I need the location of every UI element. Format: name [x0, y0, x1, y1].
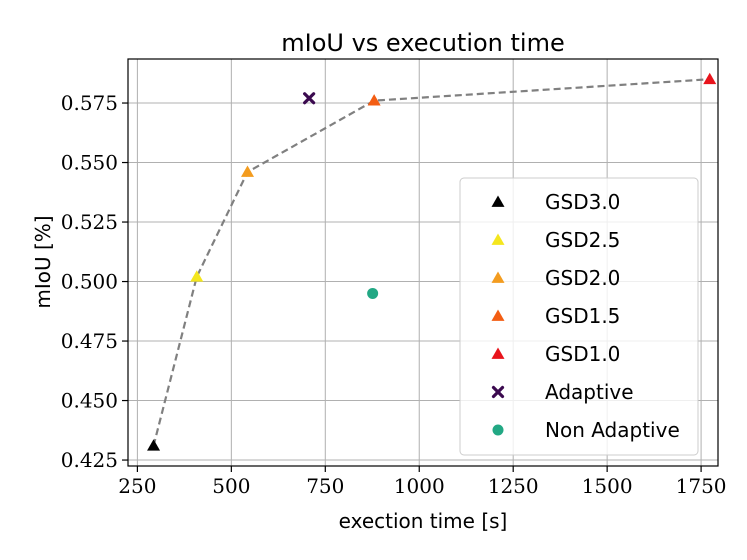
x-tick-label: 250	[118, 474, 156, 498]
x-tick-label: 1250	[488, 474, 539, 498]
legend-label: GSD2.5	[545, 228, 620, 252]
y-tick-label: 0.525	[61, 210, 118, 234]
legend-marker-gsd2-5	[491, 233, 505, 245]
data-point-gsd1-0	[703, 72, 717, 85]
legend-items: GSD3.0 GSD2.5 GSD2.0 GSD1.5 GSD1.0 Adaptive No…	[491, 190, 680, 442]
data-point-gsd3-0	[147, 439, 161, 451]
x-tick-label: 1500	[582, 474, 633, 498]
legend-label: GSD1.5	[545, 304, 620, 328]
legend-frame	[459, 177, 699, 456]
legend-label: Adaptive	[545, 380, 634, 404]
y-tick-label: 0.550	[61, 151, 118, 175]
data-point-non-adaptive	[367, 287, 379, 299]
legend-label: GSD1.0	[545, 342, 620, 366]
legend-marker-gsd1-0	[491, 347, 505, 359]
data-point-adaptive	[303, 92, 316, 105]
legend-marker-gsd2-0	[491, 271, 505, 283]
y-tick-label: 0.425	[61, 448, 118, 472]
data-point-gsd2-0	[241, 165, 255, 177]
x-tick-label: 1000	[394, 474, 445, 498]
chart-title: mIoU vs execution time	[281, 29, 564, 57]
legend-marker-adaptive-stroke-b	[491, 385, 505, 399]
legend: GSD3.0 GSD2.5 GSD2.0 GSD1.5 GSD1.0 Adaptive No…	[459, 177, 699, 456]
legend-label: GSD2.0	[545, 266, 620, 290]
y-axis-label: mIoU [%]	[31, 215, 55, 308]
y-tick-label: 0.450	[61, 389, 118, 413]
y-tick-label: 0.500	[61, 270, 118, 294]
data-point-gsd2-5	[190, 270, 204, 282]
x-tick-label: 750	[306, 474, 344, 498]
legend-marker-non-adaptive	[492, 424, 504, 436]
legend-marker-gsd3-0	[491, 195, 505, 207]
plot-frame	[127, 58, 719, 467]
x-tick-label: 1750	[676, 474, 727, 498]
y-tick-label: 0.575	[61, 91, 118, 115]
y-tick-label: 0.475	[61, 329, 118, 353]
data-point-adaptive-stroke-b	[303, 92, 316, 105]
x-tick-label: 500	[212, 474, 250, 498]
marker-layer	[147, 72, 717, 451]
data-point-gsd1-5	[367, 94, 381, 106]
x-axis-label: exection time [s]	[339, 509, 508, 533]
legend-marker-adaptive	[491, 385, 505, 399]
legend-marker-gsd1-5	[491, 309, 505, 321]
legend-label: GSD3.0	[545, 190, 620, 214]
tick-layer: 250 500 750 1000 1250 1500 1750 0.425 0.450 0.475…	[61, 91, 727, 498]
legend-label: Non Adaptive	[545, 418, 680, 442]
